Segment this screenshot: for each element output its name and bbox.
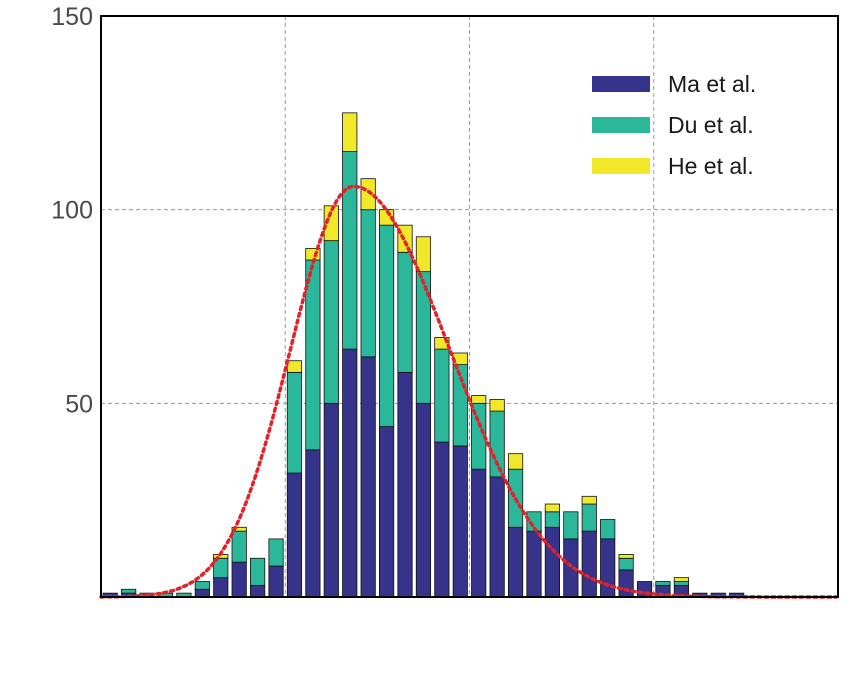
bar-ma-27 bbox=[581, 530, 597, 598]
y-tick-label-50: 50 bbox=[65, 390, 93, 418]
bar-he-13 bbox=[323, 205, 339, 242]
bar-ma-14 bbox=[342, 348, 358, 598]
bar-du-11 bbox=[286, 371, 303, 474]
bar-ma-10 bbox=[268, 565, 284, 598]
bar-ma-28 bbox=[600, 538, 616, 598]
bar-ma-18 bbox=[415, 402, 432, 598]
legend-label-he: He et al. bbox=[668, 153, 754, 179]
bar-he-21 bbox=[471, 395, 487, 404]
y-tick-label-100: 100 bbox=[51, 197, 93, 225]
gridlines bbox=[101, 16, 838, 597]
bar-he-18 bbox=[415, 236, 432, 273]
bar-du-24 bbox=[526, 511, 542, 532]
bar-du-8 bbox=[231, 530, 247, 563]
y-tick-labels: 50 100 150 bbox=[51, 3, 93, 418]
bar-du-31 bbox=[655, 581, 671, 586]
bar-ma-22 bbox=[489, 476, 505, 598]
y-tick-label-150: 150 bbox=[51, 3, 93, 31]
plot-frame bbox=[100, 15, 839, 598]
fit-curve-line bbox=[99, 184, 838, 599]
legend-label-du: Du et al. bbox=[668, 112, 754, 138]
bar-du-27 bbox=[581, 503, 597, 532]
legend-swatch-he bbox=[592, 158, 650, 174]
bar-ma-17 bbox=[397, 371, 413, 598]
bar-ma-13 bbox=[323, 402, 339, 598]
bar-du-9 bbox=[250, 557, 266, 586]
bar-he-14 bbox=[342, 112, 358, 152]
legend-label-ma: Ma et al. bbox=[668, 71, 756, 97]
bar-du-15 bbox=[360, 209, 376, 358]
bar-he-8 bbox=[231, 526, 247, 532]
bar-ma-16 bbox=[379, 426, 395, 598]
bar-ma-11 bbox=[286, 472, 303, 598]
bar-ma-23 bbox=[507, 526, 524, 598]
bar-du-18 bbox=[415, 271, 432, 404]
bar-ma-25 bbox=[544, 526, 560, 598]
bar-ma-21 bbox=[471, 468, 487, 598]
legend-swatch-du bbox=[592, 117, 650, 133]
bar-du-26 bbox=[563, 511, 579, 540]
legend: Ma et al. Du et al. He et al. bbox=[592, 71, 756, 179]
bar-du-22 bbox=[489, 410, 505, 478]
bar-du-25 bbox=[544, 511, 560, 528]
bar-ma-8 bbox=[231, 561, 247, 598]
bar-stacks bbox=[102, 112, 745, 598]
bar-du-28 bbox=[600, 519, 616, 540]
bar-du-10 bbox=[268, 538, 284, 567]
bar-he-11 bbox=[286, 360, 303, 373]
bar-du-16 bbox=[379, 224, 395, 427]
bar-du-19 bbox=[434, 348, 450, 443]
bar-he-23 bbox=[507, 453, 524, 470]
bar-he-22 bbox=[489, 399, 505, 412]
bar-he-15 bbox=[360, 178, 376, 211]
bar-he-27 bbox=[581, 495, 597, 505]
bar-ma-19 bbox=[434, 441, 450, 598]
bar-du-6 bbox=[194, 581, 210, 590]
bar-ma-24 bbox=[526, 530, 542, 598]
bar-ma-20 bbox=[452, 445, 468, 598]
bar-du-17 bbox=[397, 251, 413, 373]
bar-he-19 bbox=[434, 337, 450, 350]
bar-ma-29 bbox=[618, 569, 634, 598]
legend-swatch-ma bbox=[592, 76, 650, 92]
fit-curve-layer bbox=[99, 184, 838, 599]
bar-du-13 bbox=[323, 240, 339, 404]
bar-du-2 bbox=[121, 588, 137, 594]
plot-border bbox=[100, 15, 839, 598]
bar-du-32 bbox=[673, 581, 689, 586]
bar-ma-6 bbox=[194, 588, 210, 598]
bar-he-25 bbox=[544, 503, 560, 513]
bar-du-14 bbox=[342, 151, 358, 350]
bar-ma-15 bbox=[360, 356, 376, 598]
bar-he-29 bbox=[618, 553, 634, 559]
bar-du-29 bbox=[618, 557, 634, 571]
bar-he-32 bbox=[673, 577, 689, 582]
bar-ma-12 bbox=[305, 449, 321, 598]
bar-ma-7 bbox=[213, 577, 229, 598]
bar-ma-9 bbox=[250, 584, 266, 598]
